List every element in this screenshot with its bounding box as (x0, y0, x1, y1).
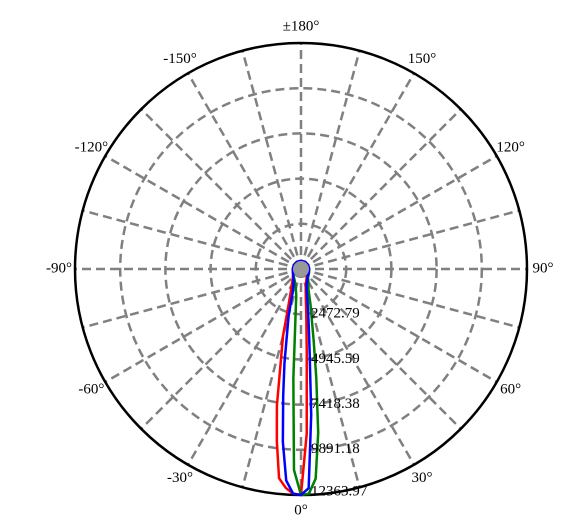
spoke-grid-line (300, 268, 462, 430)
r-tick-label: 7418.38 (311, 396, 360, 412)
theta-tick-label: -150° (163, 51, 197, 67)
spoke-grid-line (300, 267, 520, 329)
spoke-grid-line (300, 267, 498, 384)
spoke-grid-line (140, 108, 302, 270)
spoke-grid-line (300, 108, 462, 270)
spoke-grid-line (300, 154, 498, 271)
spoke-grid-line (300, 209, 520, 271)
theta-tick-label: 30° (412, 470, 433, 486)
spoke-grid-line (186, 268, 303, 466)
spoke-grid-line (104, 267, 302, 384)
spoke-grid-line (299, 50, 361, 270)
ring-grid-line (118, 86, 484, 452)
theta-tick-label: -60° (78, 381, 104, 397)
r-tick-label: 4945.59 (311, 351, 360, 367)
theta-tick-label: 0° (294, 502, 308, 518)
spoke-grid-line (299, 268, 416, 466)
r-tick-label: 9891.18 (311, 441, 360, 457)
theta-tick-label: -120° (75, 139, 109, 155)
spoke-grid-line (82, 267, 302, 329)
theta-tick-label: ±180° (283, 18, 320, 34)
ring-grid-line (254, 222, 348, 316)
theta-tick-label: 90° (533, 260, 554, 276)
r-tick-label: 12363.97 (311, 483, 368, 499)
spoke-grid-line (299, 72, 416, 270)
ring-grid-line (164, 132, 438, 406)
center-dot (293, 261, 309, 277)
spoke-grid-line (82, 209, 302, 271)
spoke-grid-line (299, 268, 361, 488)
theta-tick-label: 150° (408, 51, 437, 67)
theta-tick-label: 120° (496, 139, 525, 155)
series-line (281, 259, 313, 497)
spoke-grid-line (241, 268, 303, 488)
theta-tick-label: 60° (500, 381, 521, 397)
spoke-grid-line (186, 72, 303, 270)
ring-grid-line (209, 177, 393, 361)
theta-tick-label: -30° (167, 470, 193, 486)
spoke-grid-line (241, 50, 303, 270)
theta-tick-label: -90° (46, 260, 72, 276)
r-tick-label: 2472.79 (311, 306, 360, 322)
spoke-grid-line (140, 268, 302, 430)
spoke-grid-line (104, 154, 302, 271)
